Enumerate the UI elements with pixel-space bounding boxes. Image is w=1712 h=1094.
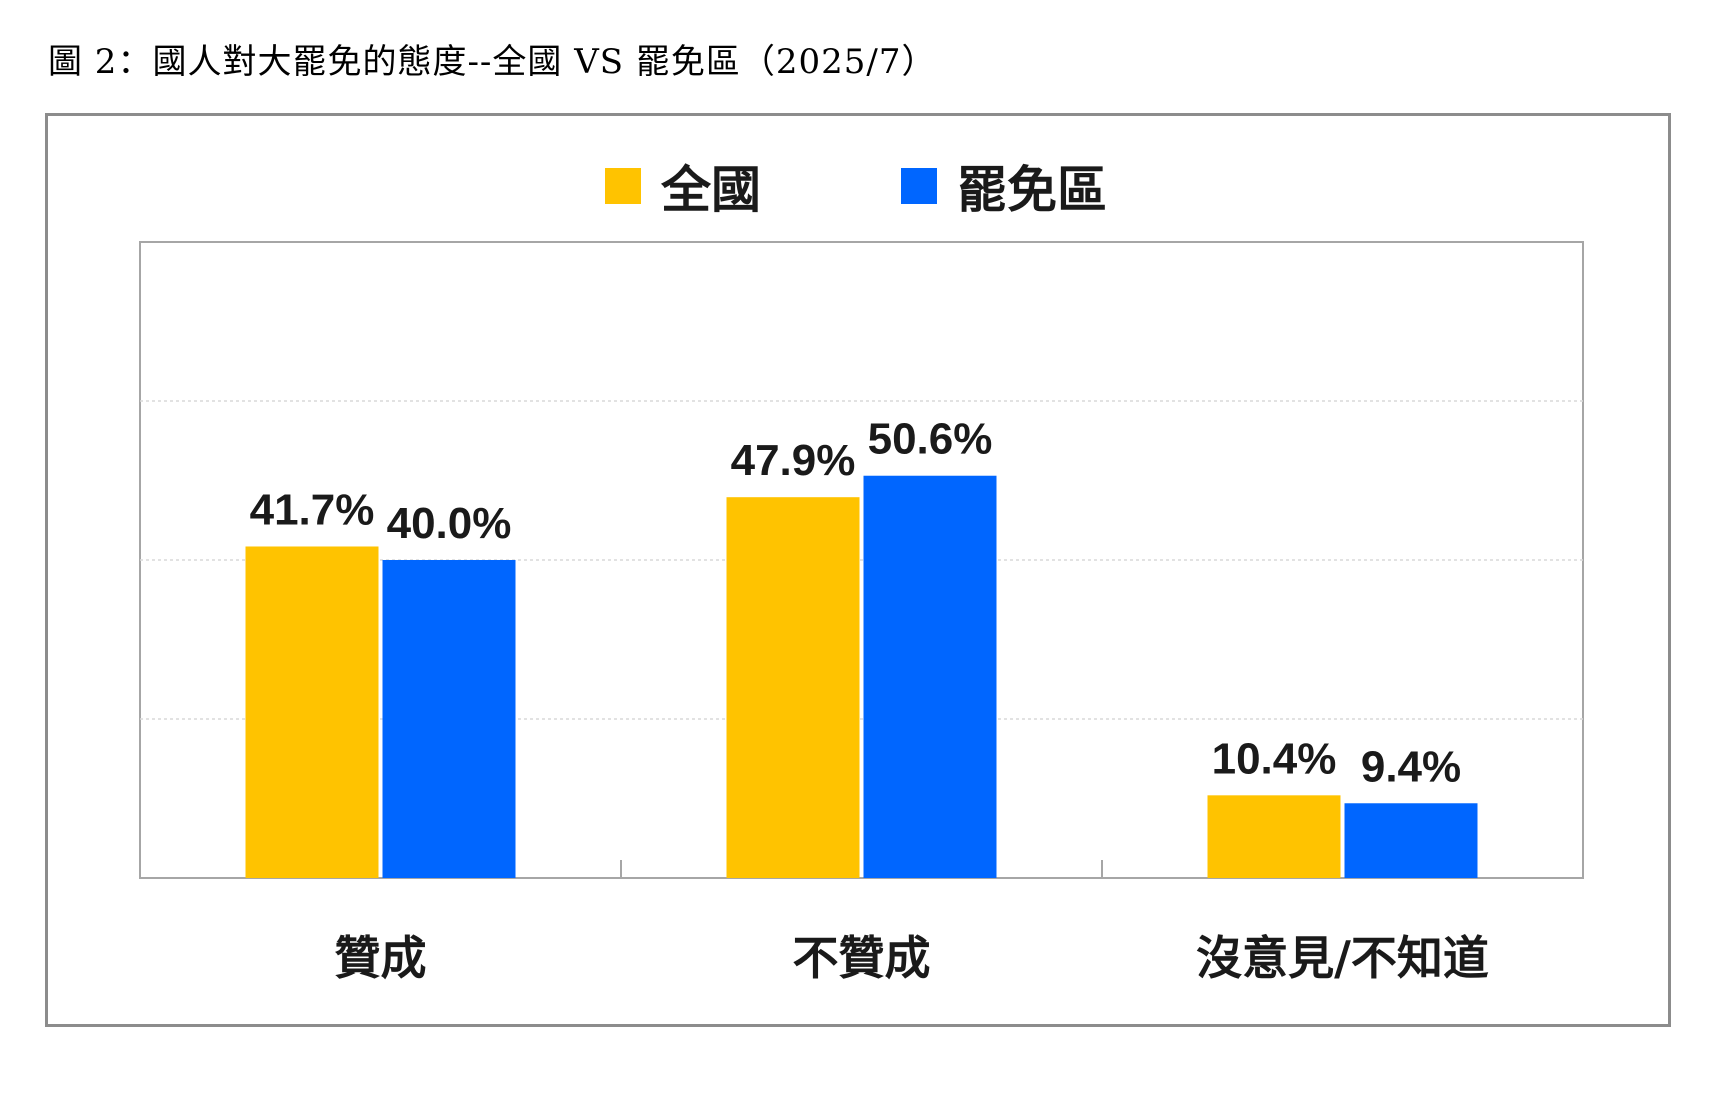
data-label-national: 41.7%: [250, 485, 375, 534]
category-label: 不贊成: [793, 931, 931, 985]
category-label: 沒意見/不知道: [1196, 931, 1489, 985]
bar-national: [1207, 795, 1341, 878]
chart-legend: 全國 罷免區: [0, 150, 1712, 222]
legend-item-national: 全國: [605, 150, 761, 222]
legend-label-national: 全國: [661, 161, 761, 219]
figure-title: 圖 2：國人對大罷免的態度--全國 VS 罷免區（2025/7）: [48, 42, 937, 82]
data-label-recall-district: 40.0%: [387, 499, 512, 548]
data-label-recall-district: 9.4%: [1361, 742, 1461, 791]
bar-recall-district: [382, 560, 516, 878]
data-label-national: 47.9%: [731, 436, 856, 485]
legend-swatch-national: [605, 168, 641, 204]
legend-swatch-recall-district: [901, 168, 937, 204]
category-label: 贊成: [335, 931, 427, 985]
bar-national: [726, 497, 860, 878]
legend-label-recall-district: 罷免區: [957, 161, 1107, 219]
data-label-recall-district: 50.6%: [868, 415, 993, 464]
data-label-national: 10.4%: [1212, 734, 1337, 783]
legend-item-recall-district: 罷免區: [901, 150, 1107, 222]
bar-recall-district: [863, 475, 997, 878]
bar-national: [245, 546, 379, 878]
bar-recall-district: [1344, 803, 1478, 878]
